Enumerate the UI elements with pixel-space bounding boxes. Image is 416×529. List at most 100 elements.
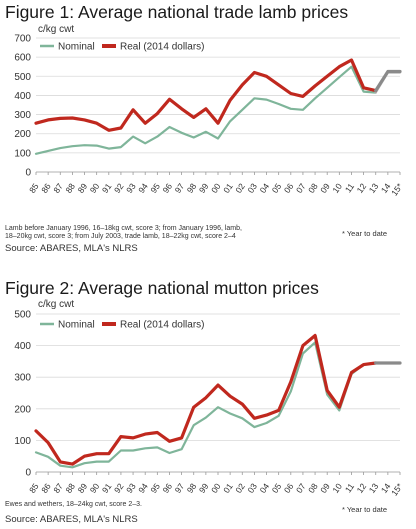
x-tick-label: 10 <box>330 181 344 195</box>
x-tick-label: 04 <box>258 181 272 195</box>
x-tick-label: 95 <box>148 181 162 195</box>
x-tick-label: 95 <box>148 481 162 495</box>
x-tick-label: 94 <box>136 181 150 195</box>
x-tick-label: 90 <box>88 481 102 495</box>
figure-1: Figure 1: Average national trade lamb pr… <box>5 2 405 254</box>
figure-2-title: Figure 2: Average national mutton prices <box>5 278 319 298</box>
x-tick-label: 01 <box>221 181 235 195</box>
x-tick-label: 92 <box>112 481 126 495</box>
x-tick-label: 86 <box>39 181 53 195</box>
x-tick-label: 11 <box>343 481 356 494</box>
x-tick-label: 92 <box>112 181 126 195</box>
x-tick-label: 02 <box>233 481 247 495</box>
x-tick-label: 04 <box>258 481 272 495</box>
y-tick-label: 600 <box>14 53 31 64</box>
legend-label-nominal: Nominal <box>58 320 95 331</box>
figure-1-note-line-2: 18–20kg cwt, score 3; from July 2003, tr… <box>5 233 236 240</box>
x-tick-label: 03 <box>245 481 259 495</box>
x-tick-label: 87 <box>51 481 65 495</box>
x-tick-label: 89 <box>76 181 90 195</box>
x-tick-label: 96 <box>160 481 174 495</box>
x-tick-label: 99 <box>197 481 211 495</box>
x-tick-label: 98 <box>185 181 199 195</box>
y-tick-label: 300 <box>14 373 31 384</box>
x-tick-label: 85 <box>27 181 41 195</box>
figure-2-note: Ewes and wethers, 18–24kg cwt, score 2–3… <box>5 501 142 508</box>
x-tick-label: 88 <box>63 481 77 495</box>
y-tick-label: 0 <box>25 468 31 479</box>
x-tick-label: 96 <box>160 181 174 195</box>
x-tick-label: 90 <box>88 181 102 195</box>
x-tick-label: 01 <box>221 481 235 495</box>
figure-2-source: Source: ABARES, MLA's NLRS <box>5 514 138 525</box>
legend: Nominal Real (2014 dollars) <box>40 320 205 331</box>
x-tick-label: 98 <box>185 481 199 495</box>
legend: Nominal Real (2014 dollars) <box>40 42 205 53</box>
x-tick-label: 12 <box>355 181 369 195</box>
real-series-tail <box>374 69 402 93</box>
legend-label-real: Real (2014 dollars) <box>120 42 205 53</box>
x-tick-label: 94 <box>136 481 150 495</box>
x-tick-label: 99 <box>197 181 211 195</box>
y-tick-label: 200 <box>14 129 31 140</box>
x-tick-label: 00 <box>209 481 223 495</box>
legend-label-real: Real (2014 dollars) <box>120 320 205 331</box>
x-tick-label: 88 <box>63 181 77 195</box>
x-tick-label: 89 <box>76 481 90 495</box>
y-tick-label: 0 <box>25 168 31 179</box>
x-tick-label: 12 <box>355 481 369 495</box>
x-tick-label: 03 <box>245 181 259 195</box>
x-tick-label: 06 <box>282 481 296 495</box>
figure-2-ytd-note: * Year to date <box>342 505 387 514</box>
x-tick-label: 15* <box>389 481 405 498</box>
figure-1-ytd-note: * Year to date <box>342 229 387 238</box>
real-series-line <box>34 333 378 466</box>
x-tick-label: 07 <box>294 481 308 495</box>
y-tick-label: 100 <box>14 148 31 159</box>
nominal-series-line <box>34 341 377 469</box>
x-tick-label: 91 <box>100 481 114 495</box>
y-tick-label: 400 <box>14 341 31 352</box>
x-tick-label: 91 <box>100 181 114 195</box>
x-tick-label: 02 <box>233 181 247 195</box>
real-series-line <box>34 58 378 132</box>
x-tick-label: 09 <box>318 181 332 195</box>
y-tick-label: 300 <box>14 110 31 121</box>
x-tick-label: 05 <box>270 481 284 495</box>
figure-1-plot: 0100200300400500600700858687888990919293… <box>14 34 405 198</box>
figure-1-note-line-1: Lamb before January 1996, 16–18kg cwt, s… <box>5 225 242 232</box>
figure-2: Figure 2: Average national mutton prices… <box>5 278 405 525</box>
x-tick-label: 13 <box>367 481 381 495</box>
x-tick-label: 11 <box>343 181 356 194</box>
x-tick-label: 09 <box>318 481 332 495</box>
x-tick-label: 13 <box>367 181 381 195</box>
figure-1-source: Source: ABARES, MLA's NLRS <box>5 243 138 254</box>
x-tick-label: 08 <box>306 481 320 495</box>
figure-2-y-unit: c/kg cwt <box>38 299 74 310</box>
y-tick-label: 100 <box>14 436 31 447</box>
y-tick-label: 500 <box>14 72 31 83</box>
x-tick-label: 07 <box>294 181 308 195</box>
x-tick-label: 05 <box>270 181 284 195</box>
x-tick-label: 06 <box>282 181 296 195</box>
x-tick-label: 97 <box>173 181 187 195</box>
x-tick-label: 86 <box>39 481 53 495</box>
y-tick-label: 700 <box>14 34 31 45</box>
y-tick-label: 400 <box>14 91 31 102</box>
x-tick-label: 97 <box>173 481 187 495</box>
x-tick-label: 15* <box>389 181 405 198</box>
figure-1-y-unit: c/kg cwt <box>38 24 74 35</box>
figure-2-plot: 0100200300400500858687888990919293949596… <box>14 310 405 498</box>
nominal-series-line <box>34 65 377 155</box>
x-tick-label: 10 <box>330 481 344 495</box>
legend-label-nominal: Nominal <box>58 42 95 53</box>
x-tick-label: 00 <box>209 181 223 195</box>
x-tick-label: 93 <box>124 181 138 195</box>
y-tick-label: 500 <box>14 310 31 321</box>
y-tick-label: 200 <box>14 404 31 415</box>
x-tick-label: 87 <box>51 181 65 195</box>
x-tick-label: 85 <box>27 481 41 495</box>
x-tick-label: 93 <box>124 481 138 495</box>
x-tick-label: 08 <box>306 181 320 195</box>
